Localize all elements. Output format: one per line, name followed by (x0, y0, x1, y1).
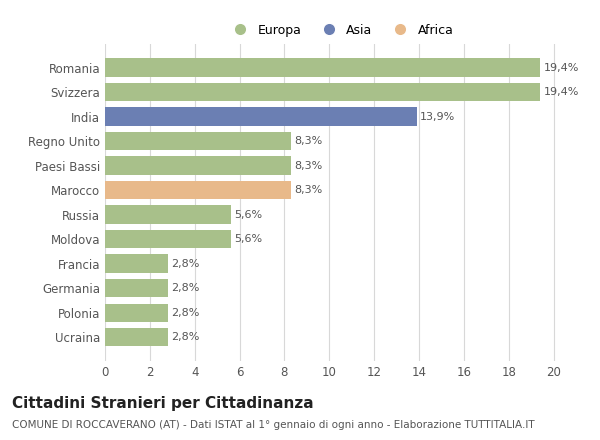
Bar (105, 304, 168, 322)
Text: 2,8%: 2,8% (171, 308, 200, 318)
Bar (105, 328, 168, 346)
Text: 2,8%: 2,8% (171, 283, 200, 293)
Text: 5,6%: 5,6% (234, 234, 262, 244)
Bar (105, 83, 540, 101)
Bar (105, 254, 168, 273)
Text: 2,8%: 2,8% (171, 259, 200, 269)
Text: 19,4%: 19,4% (544, 87, 579, 97)
Bar (105, 157, 291, 175)
Bar (105, 132, 291, 150)
Text: 5,6%: 5,6% (234, 209, 262, 220)
Text: 8,3%: 8,3% (295, 185, 323, 195)
Text: 8,3%: 8,3% (295, 161, 323, 171)
Bar (105, 59, 540, 77)
Bar (105, 205, 230, 224)
Bar (105, 107, 417, 126)
Bar (105, 181, 291, 199)
Text: 8,3%: 8,3% (295, 136, 323, 146)
Text: COMUNE DI ROCCAVERANO (AT) - Dati ISTAT al 1° gennaio di ogni anno - Elaborazion: COMUNE DI ROCCAVERANO (AT) - Dati ISTAT … (12, 420, 535, 430)
Text: 19,4%: 19,4% (544, 62, 579, 73)
Bar (105, 230, 230, 248)
Text: 13,9%: 13,9% (420, 112, 455, 121)
Legend: Europa, Asia, Africa: Europa, Asia, Africa (223, 18, 458, 41)
Text: Cittadini Stranieri per Cittadinanza: Cittadini Stranieri per Cittadinanza (12, 396, 314, 411)
Text: 2,8%: 2,8% (171, 332, 200, 342)
Bar (105, 279, 168, 297)
